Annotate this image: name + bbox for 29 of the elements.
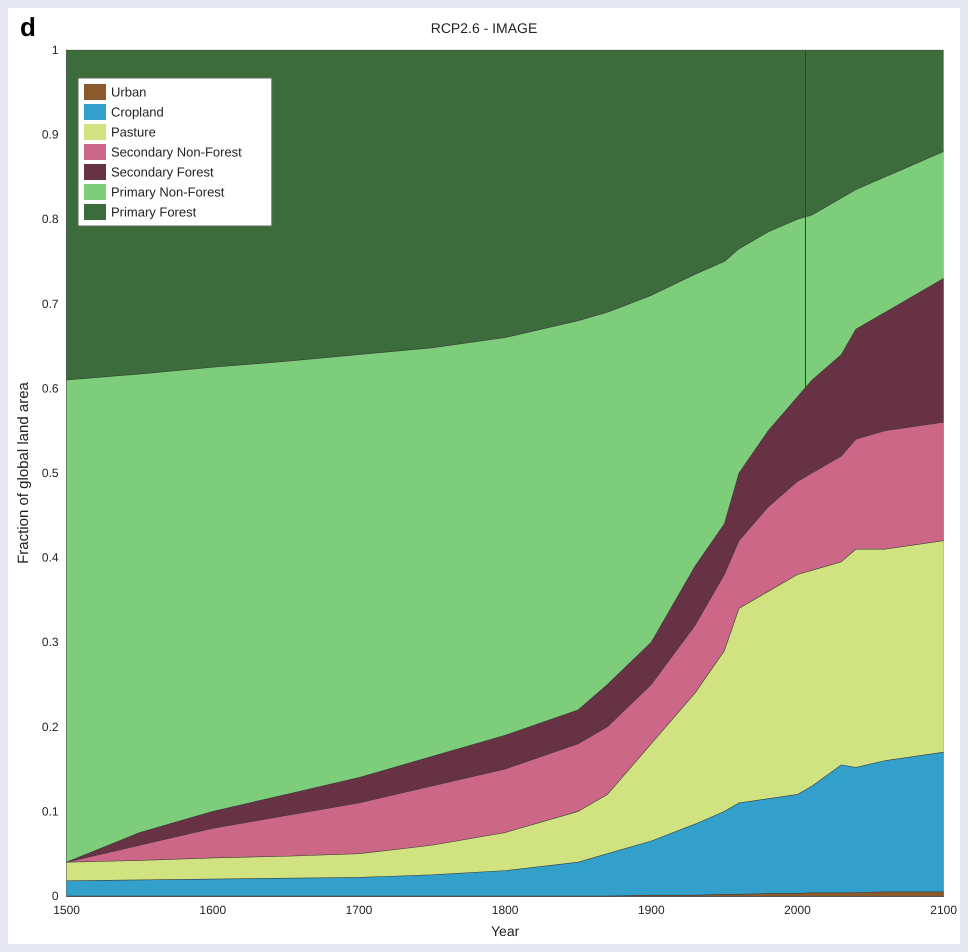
- y-tick-label: 0.4: [42, 550, 59, 565]
- legend-label: Secondary Forest: [111, 164, 214, 180]
- chart-title: RCP2.6 - IMAGE: [430, 20, 538, 36]
- legend-label: Primary Non-Forest: [111, 184, 225, 200]
- x-axis-title: Year: [490, 923, 520, 939]
- x-tick-label: 1800: [492, 903, 519, 917]
- x-tick-label: 2100: [930, 903, 958, 917]
- y-tick-label: 0.2: [42, 720, 59, 734]
- y-tick-label: 1: [52, 43, 59, 57]
- y-tick-label: 0.9: [42, 128, 59, 142]
- x-tick-label: 1700: [346, 903, 373, 917]
- legend-label: Primary Forest: [111, 204, 197, 220]
- legend-label: Secondary Non-Forest: [111, 144, 242, 160]
- x-tick-label: 1500: [53, 903, 80, 917]
- y-tick-label: 0.7: [42, 296, 59, 311]
- y-tick-label: 0: [52, 889, 59, 903]
- y-tick-label: 0.5: [42, 466, 59, 480]
- y-tick-label: 0.3: [42, 635, 59, 650]
- y-tick-label: 0.1: [42, 804, 59, 818]
- legend-label: Pasture: [111, 124, 156, 140]
- x-tick-label: 2000: [784, 903, 812, 917]
- y-axis-title: Fraction of global land area: [15, 381, 32, 564]
- text: d: [20, 12, 36, 42]
- y-tick-label: 0.6: [42, 381, 59, 396]
- legend-label: Cropland: [111, 104, 164, 120]
- x-tick-label: 1600: [199, 903, 226, 917]
- y-tick-label: 0.8: [42, 212, 59, 226]
- legend-label: Urban: [111, 84, 146, 100]
- x-tick-label: 1900: [638, 903, 665, 917]
